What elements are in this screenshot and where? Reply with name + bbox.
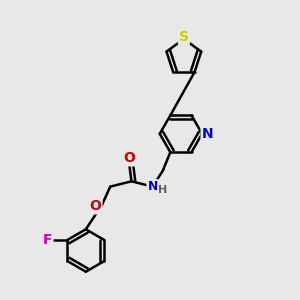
Text: N: N (148, 180, 158, 193)
Text: N: N (202, 127, 213, 141)
Text: O: O (90, 199, 101, 213)
Text: F: F (43, 233, 52, 247)
Text: O: O (123, 151, 135, 165)
Text: S: S (179, 30, 189, 44)
Text: H: H (158, 185, 168, 195)
